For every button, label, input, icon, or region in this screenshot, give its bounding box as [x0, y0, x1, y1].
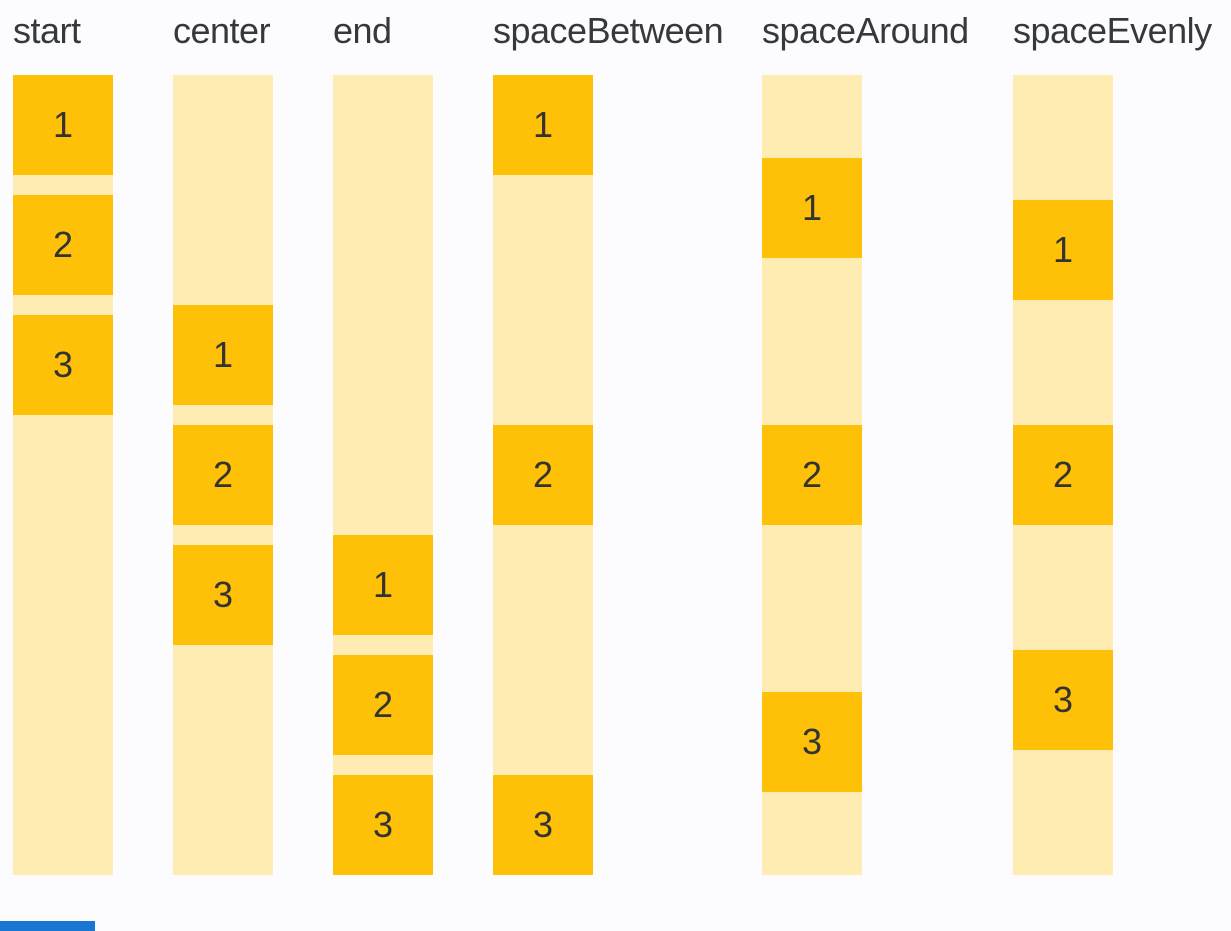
flex-item: 1 — [1013, 200, 1113, 300]
bottom-blue-bar — [0, 921, 95, 931]
flex-container: 1 2 3 — [762, 75, 862, 875]
flex-container: 1 2 3 — [493, 75, 593, 875]
alignment-column-group: start 1 2 3 — [13, 6, 113, 875]
flex-item: 3 — [762, 691, 862, 792]
alignment-column-group: spaceAround 1 2 3 — [762, 6, 969, 875]
flex-container: 1 2 3 — [13, 75, 113, 875]
alignment-column-group: end 1 2 3 — [333, 6, 433, 875]
alignment-column-group: spaceBetween 1 2 3 — [493, 6, 724, 875]
flex-item: 3 — [13, 315, 113, 415]
alignment-column-group: center 1 2 3 — [173, 6, 273, 875]
flex-item: 2 — [493, 425, 593, 525]
flex-item: 2 — [333, 655, 433, 755]
flex-item: 1 — [762, 158, 862, 259]
column-label: start — [13, 10, 81, 51]
flex-item: 2 — [13, 195, 113, 295]
flex-item: 2 — [762, 424, 862, 525]
flex-item: 3 — [493, 775, 593, 875]
alignment-column-group: spaceEvenly 1 2 3 — [1013, 6, 1212, 875]
flex-item: 1 — [333, 535, 433, 635]
flex-item: 3 — [173, 545, 273, 645]
column-label: spaceAround — [762, 10, 969, 51]
flex-container: 1 2 3 — [333, 75, 433, 875]
flex-item: 3 — [333, 775, 433, 875]
flex-container: 1 2 3 — [173, 75, 273, 875]
flex-item: 2 — [1013, 425, 1113, 525]
column-label: center — [173, 10, 271, 51]
flex-item: 3 — [1013, 650, 1113, 750]
flex-item: 2 — [173, 425, 273, 525]
flex-container: 1 2 3 — [1013, 75, 1113, 875]
column-label: end — [333, 10, 392, 51]
flex-item: 1 — [173, 305, 273, 405]
flex-item: 1 — [493, 75, 593, 175]
column-label: spaceBetween — [493, 10, 724, 51]
column-label: spaceEvenly — [1013, 10, 1212, 51]
flex-item: 1 — [13, 75, 113, 175]
